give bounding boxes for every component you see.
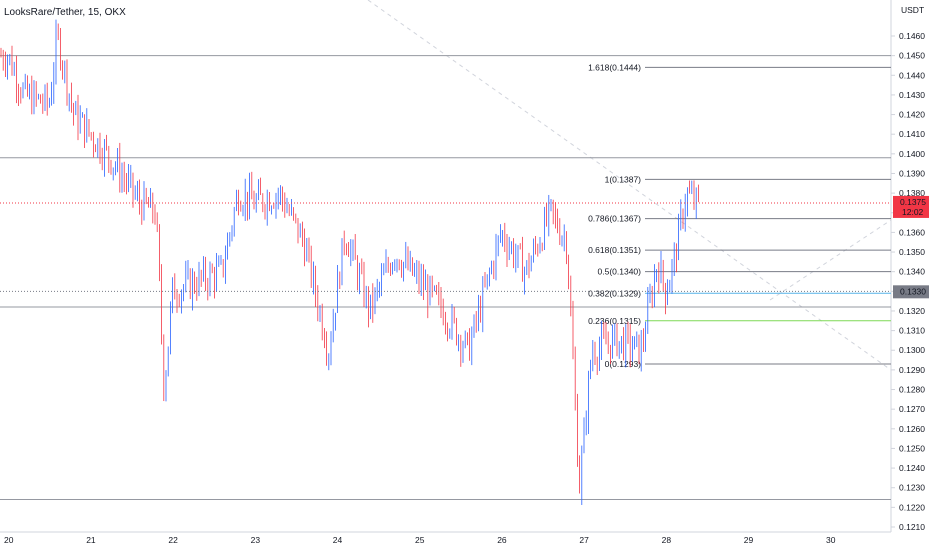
fib-level-label: 1(0.1387) bbox=[605, 174, 642, 184]
price-tick-label: 0.1320 bbox=[899, 306, 925, 316]
date-tick-label: 22 bbox=[168, 535, 178, 545]
date-tick-label: 29 bbox=[744, 535, 754, 545]
price-tick-label: 0.1400 bbox=[899, 149, 925, 159]
symbol-title: LooksRare/Tether, 15, OKX bbox=[4, 7, 126, 18]
price-tick-label: 0.1250 bbox=[899, 443, 925, 453]
countdown-timer: 12:02 bbox=[902, 207, 924, 217]
price-tick-label: 0.1310 bbox=[899, 326, 925, 336]
price-tick-label: 0.1230 bbox=[899, 483, 925, 493]
fib-level-label: 0.618(0.1351) bbox=[588, 245, 641, 255]
price-tick-label: 0.1350 bbox=[899, 247, 925, 257]
currency-label: USDT bbox=[901, 5, 924, 15]
date-tick-label: 27 bbox=[579, 535, 589, 545]
candles bbox=[0, 19, 699, 505]
price-tick-label: 0.1460 bbox=[899, 31, 925, 41]
fib-level-label: 0.382(0.1329) bbox=[588, 288, 641, 298]
price-tick-label: 0.1220 bbox=[899, 502, 925, 512]
price-tick-label: 0.1240 bbox=[899, 463, 925, 473]
price-tick-label: 0.1390 bbox=[899, 168, 925, 178]
fib-level-label: 0.236(0.1315) bbox=[588, 316, 641, 326]
price-tick-label: 0.1410 bbox=[899, 129, 925, 139]
level-price-badge: 0.1330 bbox=[893, 285, 929, 299]
price-tick-label: 0.1340 bbox=[899, 267, 925, 277]
price-tick-label: 0.1380 bbox=[899, 188, 925, 198]
price-tick-label: 0.1440 bbox=[899, 70, 925, 80]
fib-level-label: 0(0.1293) bbox=[605, 359, 642, 369]
current-price-value: 0.1375 bbox=[900, 197, 926, 207]
date-tick-label: 23 bbox=[251, 535, 261, 545]
fib-level-label: 0.786(0.1367) bbox=[588, 214, 641, 224]
price-tick-label: 0.1270 bbox=[899, 404, 925, 414]
date-tick-label: 24 bbox=[333, 535, 343, 545]
price-tick-label: 0.1280 bbox=[899, 385, 925, 395]
date-tick-label: 30 bbox=[826, 535, 836, 545]
trend-line-descending bbox=[367, 0, 892, 371]
price-tick-label: 0.1300 bbox=[899, 345, 925, 355]
fib-level-label: 1.618(0.1444) bbox=[588, 62, 641, 72]
price-axis[interactable]: 0.1460 0.1450 0.1440 0.1430 0.1420 0.1410 0.14… bbox=[891, 31, 925, 532]
current-price-badge: 0.1375 12:02 bbox=[893, 195, 929, 218]
date-tick-label: 26 bbox=[497, 535, 507, 545]
price-tick-label: 0.1420 bbox=[899, 110, 925, 120]
trend-line-ascending bbox=[769, 219, 892, 301]
price-tick-label: 0.1360 bbox=[899, 227, 925, 237]
level-price-value: 0.1330 bbox=[900, 286, 926, 296]
date-tick-label: 25 bbox=[415, 535, 425, 545]
date-tick-label: 21 bbox=[86, 535, 96, 545]
time-axis[interactable]: 20 21 22 23 24 25 26 27 28 29 30 bbox=[4, 535, 836, 545]
date-tick-label: 20 bbox=[4, 535, 14, 545]
date-tick-label: 28 bbox=[662, 535, 672, 545]
fib-retracement[interactable]: 1.618(0.1444) 1(0.1387) 0.786(0.1367) 0.618… bbox=[588, 62, 891, 369]
price-tick-label: 0.1290 bbox=[899, 365, 925, 375]
horizontal-lines bbox=[0, 55, 891, 501]
price-tick-label: 0.1430 bbox=[899, 90, 925, 100]
fib-level-label: 0.5(0.1340) bbox=[598, 267, 642, 277]
price-tick-label: 0.1450 bbox=[899, 51, 925, 61]
price-tick-label: 0.1260 bbox=[899, 424, 925, 434]
price-tick-label: 0.1210 bbox=[899, 522, 925, 532]
